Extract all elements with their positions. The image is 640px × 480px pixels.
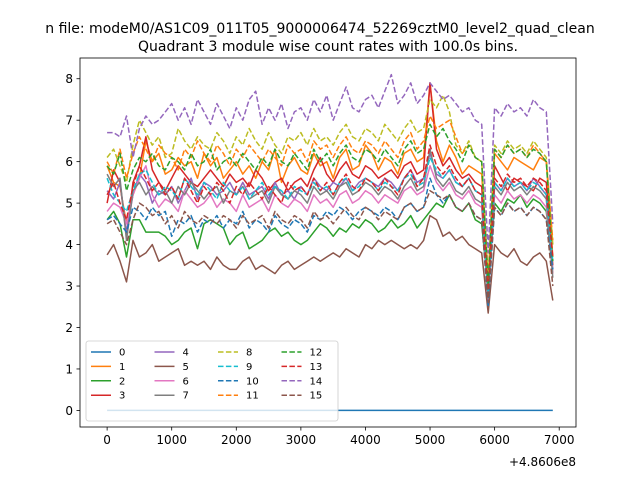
x-tick-label: 6000	[479, 433, 510, 447]
legend-label-7: 7	[183, 391, 189, 402]
legend-label-8: 8	[246, 348, 252, 359]
x-tick-label: 0	[103, 433, 111, 447]
plot-frame	[79, 57, 577, 428]
legend-label-10: 10	[246, 376, 259, 387]
legend-label-12: 12	[310, 348, 323, 359]
x-offset-label: +4.8606e8	[509, 455, 576, 469]
y-tick-label: 1	[65, 362, 73, 376]
legend-label-4: 4	[183, 348, 189, 359]
legend-label-0: 0	[119, 348, 125, 359]
series-line-9	[106, 156, 554, 296]
y-tick-label: 6	[65, 155, 73, 169]
legend-label-6: 6	[183, 376, 189, 387]
series-line-15	[106, 189, 554, 304]
series-lines	[106, 73, 554, 412]
series-line-12	[106, 123, 554, 287]
y-tick-label: 5	[65, 197, 73, 211]
series-line-5	[106, 214, 554, 314]
x-tick-label: 7000	[544, 433, 575, 447]
y-tick-label: 7	[65, 114, 73, 128]
x-tick-label: 4000	[350, 433, 381, 447]
series-line-3	[106, 82, 554, 291]
y-tick-label: 2	[65, 321, 73, 335]
x-tick-label: 2000	[221, 433, 252, 447]
series-line-6	[106, 165, 554, 300]
x-axis: 0 1000 2000 3000 4000 5000 6000 7000	[103, 427, 574, 447]
x-tick-label: 1000	[156, 433, 187, 447]
x-tick-label: 5000	[415, 433, 446, 447]
legend-label-15: 15	[310, 391, 323, 402]
y-tick-label: 4	[65, 238, 73, 252]
series-line-2	[106, 194, 554, 291]
legend-label-3: 3	[119, 391, 125, 402]
series-line-11	[106, 115, 554, 279]
x-tick-label: 3000	[286, 433, 317, 447]
legend-box	[85, 340, 339, 422]
legend-label-2: 2	[119, 376, 125, 387]
y-axis: 0 1 2 3 4 5 6 7 8	[65, 72, 80, 418]
y-tick-label: 3	[65, 280, 73, 294]
chart-title: Quadrant 3 module wise count rates with …	[138, 39, 518, 55]
legend-label-14: 14	[310, 376, 323, 387]
y-tick-label: 8	[65, 72, 73, 86]
figure-suptitle: n file: modeM0/AS1C09_011T05_9000006474_…	[45, 21, 594, 37]
legend-label-13: 13	[310, 362, 323, 373]
series-line-8	[106, 94, 554, 283]
series-line-13	[106, 144, 554, 296]
series-line-14	[107, 73, 554, 254]
legend-label-1: 1	[119, 362, 125, 373]
legend-label-5: 5	[183, 362, 189, 373]
legend-label-9: 9	[246, 362, 252, 373]
legend-label-11: 11	[246, 391, 259, 402]
y-tick-label: 0	[65, 404, 73, 418]
